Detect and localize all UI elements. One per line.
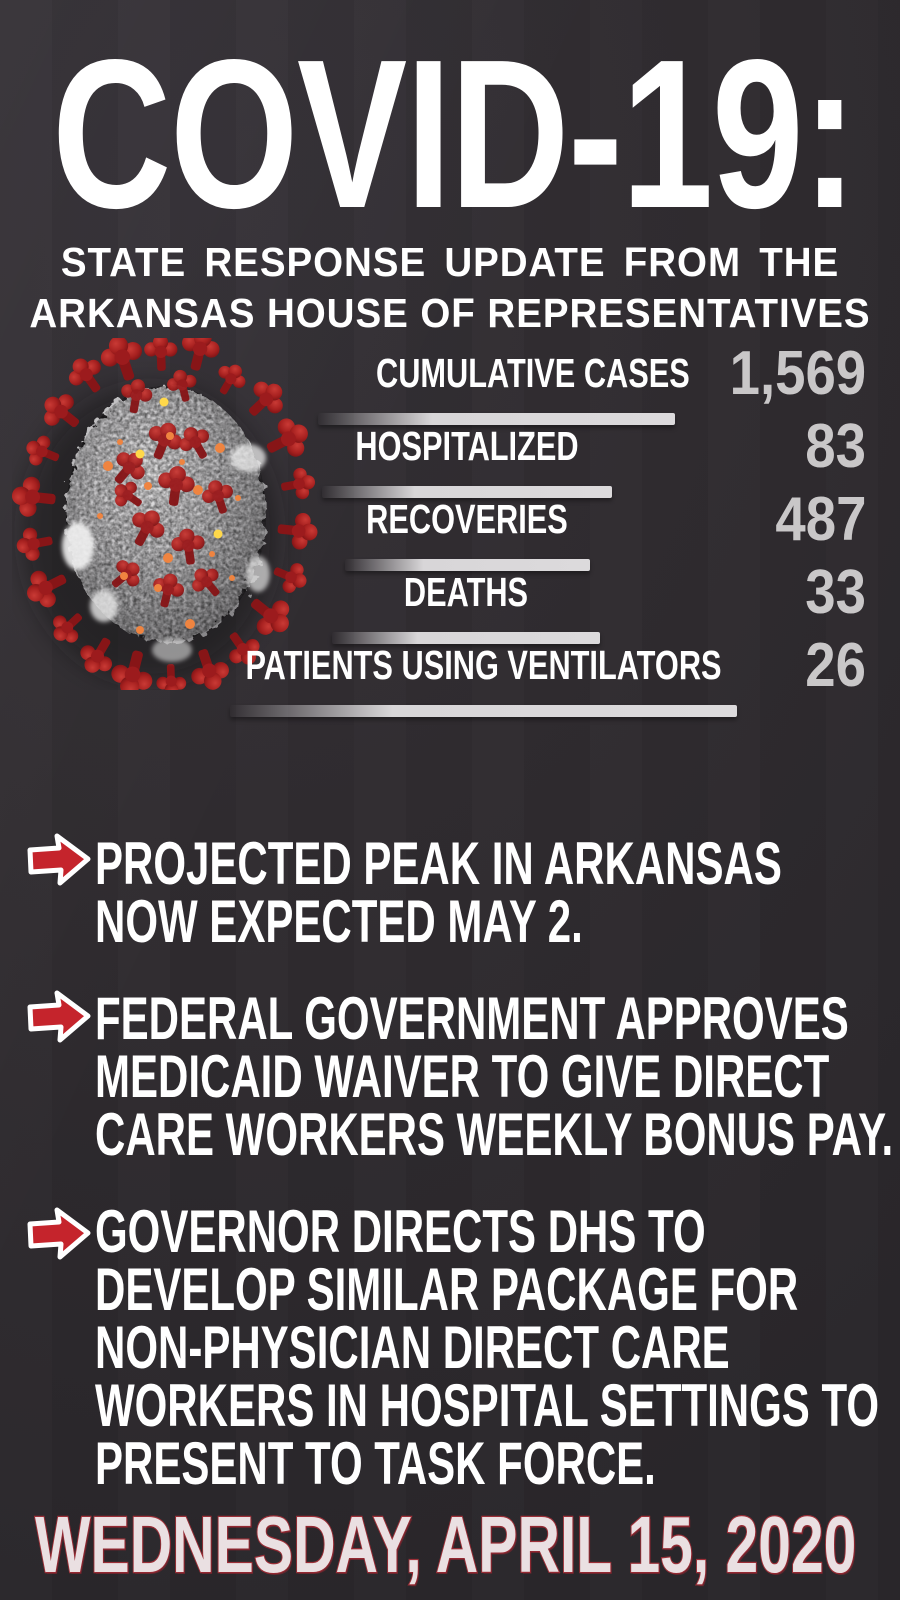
bullet-line: NOW EXPECTED MAY 2.: [95, 888, 583, 955]
stat-underline-bar: [332, 632, 600, 644]
subtitle-line-2: ARKANSAS HOUSE OF REPRESENTATIVES: [29, 290, 871, 336]
stat-value: 83: [805, 412, 866, 481]
bullet-line: DEVELOP SIMILAR PACKAGE FOR: [95, 1256, 799, 1323]
stat-underline-bar: [230, 705, 737, 717]
stat-underline-bar: [345, 559, 590, 571]
bullet-line: CARE WORKERS WEEKLY BONUS PAY.: [95, 1101, 894, 1168]
bullet-line: FEDERAL GOVERNMENT APPROVES: [95, 985, 849, 1052]
page-subtitle: STATE RESPONSE UPDATE FROM THE ARKANSAS …: [27, 237, 873, 339]
stat-value: 1,569: [729, 339, 866, 408]
bullet-line: NON-PHYSICIAN DIRECT CARE: [95, 1314, 730, 1381]
stat-label: CUMULATIVE CASES: [376, 350, 690, 396]
stat-value: 26: [805, 631, 866, 700]
stat-underline-bar: [322, 486, 612, 498]
footer-date: WEDNESDAY, APRIL 15, 2020: [34, 1500, 857, 1589]
subtitle-line-1: STATE RESPONSE UPDATE FROM THE: [60, 239, 840, 285]
stat-label: DEATHS: [403, 569, 529, 615]
virus-white-chunks: [62, 444, 270, 662]
red-arrow-right-icon: [27, 1207, 91, 1260]
stat-label: RECOVERIES: [366, 496, 568, 542]
stat-underline-bar: [318, 413, 675, 425]
stat-value: 33: [805, 558, 866, 627]
bullet-item: FEDERAL GOVERNMENT APPROVES MEDICAID WAI…: [95, 985, 900, 1168]
stat-label: PATIENTS USING VENTILATORS: [245, 642, 722, 688]
page-title: COVID-19:: [52, 15, 857, 252]
bullet-line: PROJECTED PEAK IN ARKANSAS: [95, 830, 782, 897]
bullet-line: GOVERNOR DIRECTS DHS TO: [95, 1198, 706, 1265]
coronavirus-image: [12, 338, 318, 690]
stat-label: HOSPITALIZED: [355, 423, 579, 469]
red-arrow-right-icon: [27, 833, 91, 886]
bullet-line: WORKERS IN HOSPITAL SETTINGS TO: [95, 1372, 880, 1439]
bullet-line: MEDICAID WAIVER TO GIVE DIRECT: [95, 1043, 830, 1110]
bullet-line: PRESENT TO TASK FORCE.: [95, 1430, 656, 1497]
bullet-item: GOVERNOR DIRECTS DHS TO DEVELOP SIMILAR …: [95, 1198, 900, 1497]
stat-value: 487: [774, 485, 866, 554]
virus-orange-dots: [97, 397, 241, 634]
bullet-item: PROJECTED PEAK IN ARKANSAS NOW EXPECTED …: [95, 830, 900, 955]
red-arrow-right-icon: [27, 990, 91, 1043]
